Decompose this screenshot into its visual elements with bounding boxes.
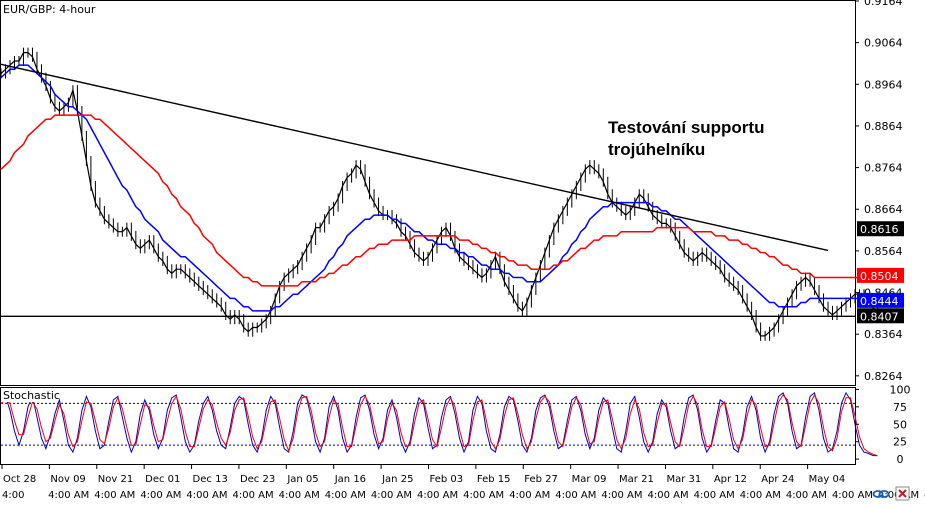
- stochastic-tick-label: 0: [897, 453, 904, 466]
- time-label: 4:00 AM: [233, 490, 274, 501]
- time-label: 4:00 AM: [555, 490, 596, 501]
- time-label: 4:00 AM: [186, 490, 227, 501]
- date-label: Mar 31: [666, 474, 701, 485]
- date-label: Nov 09: [50, 474, 85, 485]
- date-label: Feb 03: [430, 474, 464, 485]
- date-label: Apr 12: [714, 474, 747, 485]
- stochastic-tick-label: 50: [893, 418, 907, 431]
- indicator-label: Stochastic: [3, 389, 60, 402]
- date-label: Mar 09: [572, 474, 607, 485]
- price-tag-label: 0.8504: [860, 270, 899, 283]
- date-label: May 04: [809, 474, 846, 485]
- stochastic-tick-label: 75: [893, 401, 907, 414]
- time-label: 4:00 AM: [832, 490, 873, 501]
- symbol-label-background: [1, 1, 95, 17]
- time-label: 4:00 AM: [509, 490, 550, 501]
- price-tick-label: 0.8364: [864, 328, 903, 341]
- price-tick-label: 0.9064: [864, 37, 903, 50]
- time-label: 4:00 AM: [601, 490, 642, 501]
- date-label: Apr 24: [761, 474, 794, 485]
- time-label: 4:00: [2, 490, 24, 501]
- date-label: Nov 21: [98, 474, 133, 485]
- time-label: 4:00 AM: [48, 490, 89, 501]
- date-label: Jan 05: [286, 474, 318, 485]
- time-label: 4:00 AM: [740, 490, 781, 501]
- time-label: 4:00 AM: [694, 490, 735, 501]
- stochastic-tick-label: 25: [893, 436, 907, 449]
- series-layer: [0, 47, 891, 457]
- price-tag: [857, 267, 904, 283]
- time-label: 4:00 AM: [463, 490, 504, 501]
- link-icon[interactable]: [872, 490, 890, 498]
- annotation-line-2: trojúhelníku: [608, 140, 705, 159]
- price-tag: [857, 292, 904, 308]
- slow-moving-average-line: [0, 114, 891, 287]
- date-label: Jan 16: [334, 474, 366, 485]
- date-label: Dec 13: [193, 474, 228, 485]
- stochastic-d-line: [0, 393, 878, 457]
- price-tag-label: 0.8407: [860, 310, 899, 323]
- descending-resistance-trendline: [0, 63, 829, 252]
- annotation-line-1: Testování supportu: [608, 118, 764, 137]
- price-tick-label: 0.9164: [864, 0, 903, 8]
- price-tick-label: 0.8764: [864, 162, 903, 175]
- date-label: Oct 28: [3, 474, 36, 485]
- price-tick-label: 0.8564: [864, 245, 903, 258]
- stochastic-tick-label: 100: [890, 383, 911, 396]
- time-label: 4:00 AM: [279, 490, 320, 501]
- price-tag-label: 0.8616: [860, 223, 899, 236]
- price-tag: [857, 308, 904, 324]
- indicator-label-background: [1, 388, 57, 402]
- symbol-label: EUR/GBP: 4-hour: [3, 3, 96, 16]
- close-icon[interactable]: [895, 486, 910, 501]
- time-label: 4:00 AM: [94, 490, 135, 501]
- stochastic-k-line: [0, 391, 878, 457]
- date-label: Dec 01: [145, 474, 180, 485]
- price-tick-label: 0.8664: [864, 203, 903, 216]
- date-label: Feb 27: [524, 474, 558, 485]
- price-tick-label: 0.8264: [864, 370, 903, 383]
- fast-moving-average-line: [0, 64, 882, 312]
- time-label: 4:00 AM: [786, 490, 827, 501]
- time-label: 4:00 AM: [325, 490, 366, 501]
- date-label: Dec 23: [240, 474, 275, 485]
- time-label: 4:00 AM: [140, 490, 181, 501]
- date-label: Jan 25: [381, 474, 413, 485]
- price-tick-label: 0.8864: [864, 120, 903, 133]
- price-tick-label: 0.8964: [864, 78, 903, 91]
- time-label: 4:00 AM: [371, 490, 412, 501]
- price-panel-frame: [0, 0, 856, 386]
- date-label: Feb 15: [477, 474, 511, 485]
- price-tag-label: 0.8444: [860, 295, 899, 308]
- time-label: 4:00 AM: [417, 490, 458, 501]
- time-label: 4:00 AM: [648, 490, 689, 501]
- date-label: Mar 21: [619, 474, 654, 485]
- price-tag: [857, 221, 904, 237]
